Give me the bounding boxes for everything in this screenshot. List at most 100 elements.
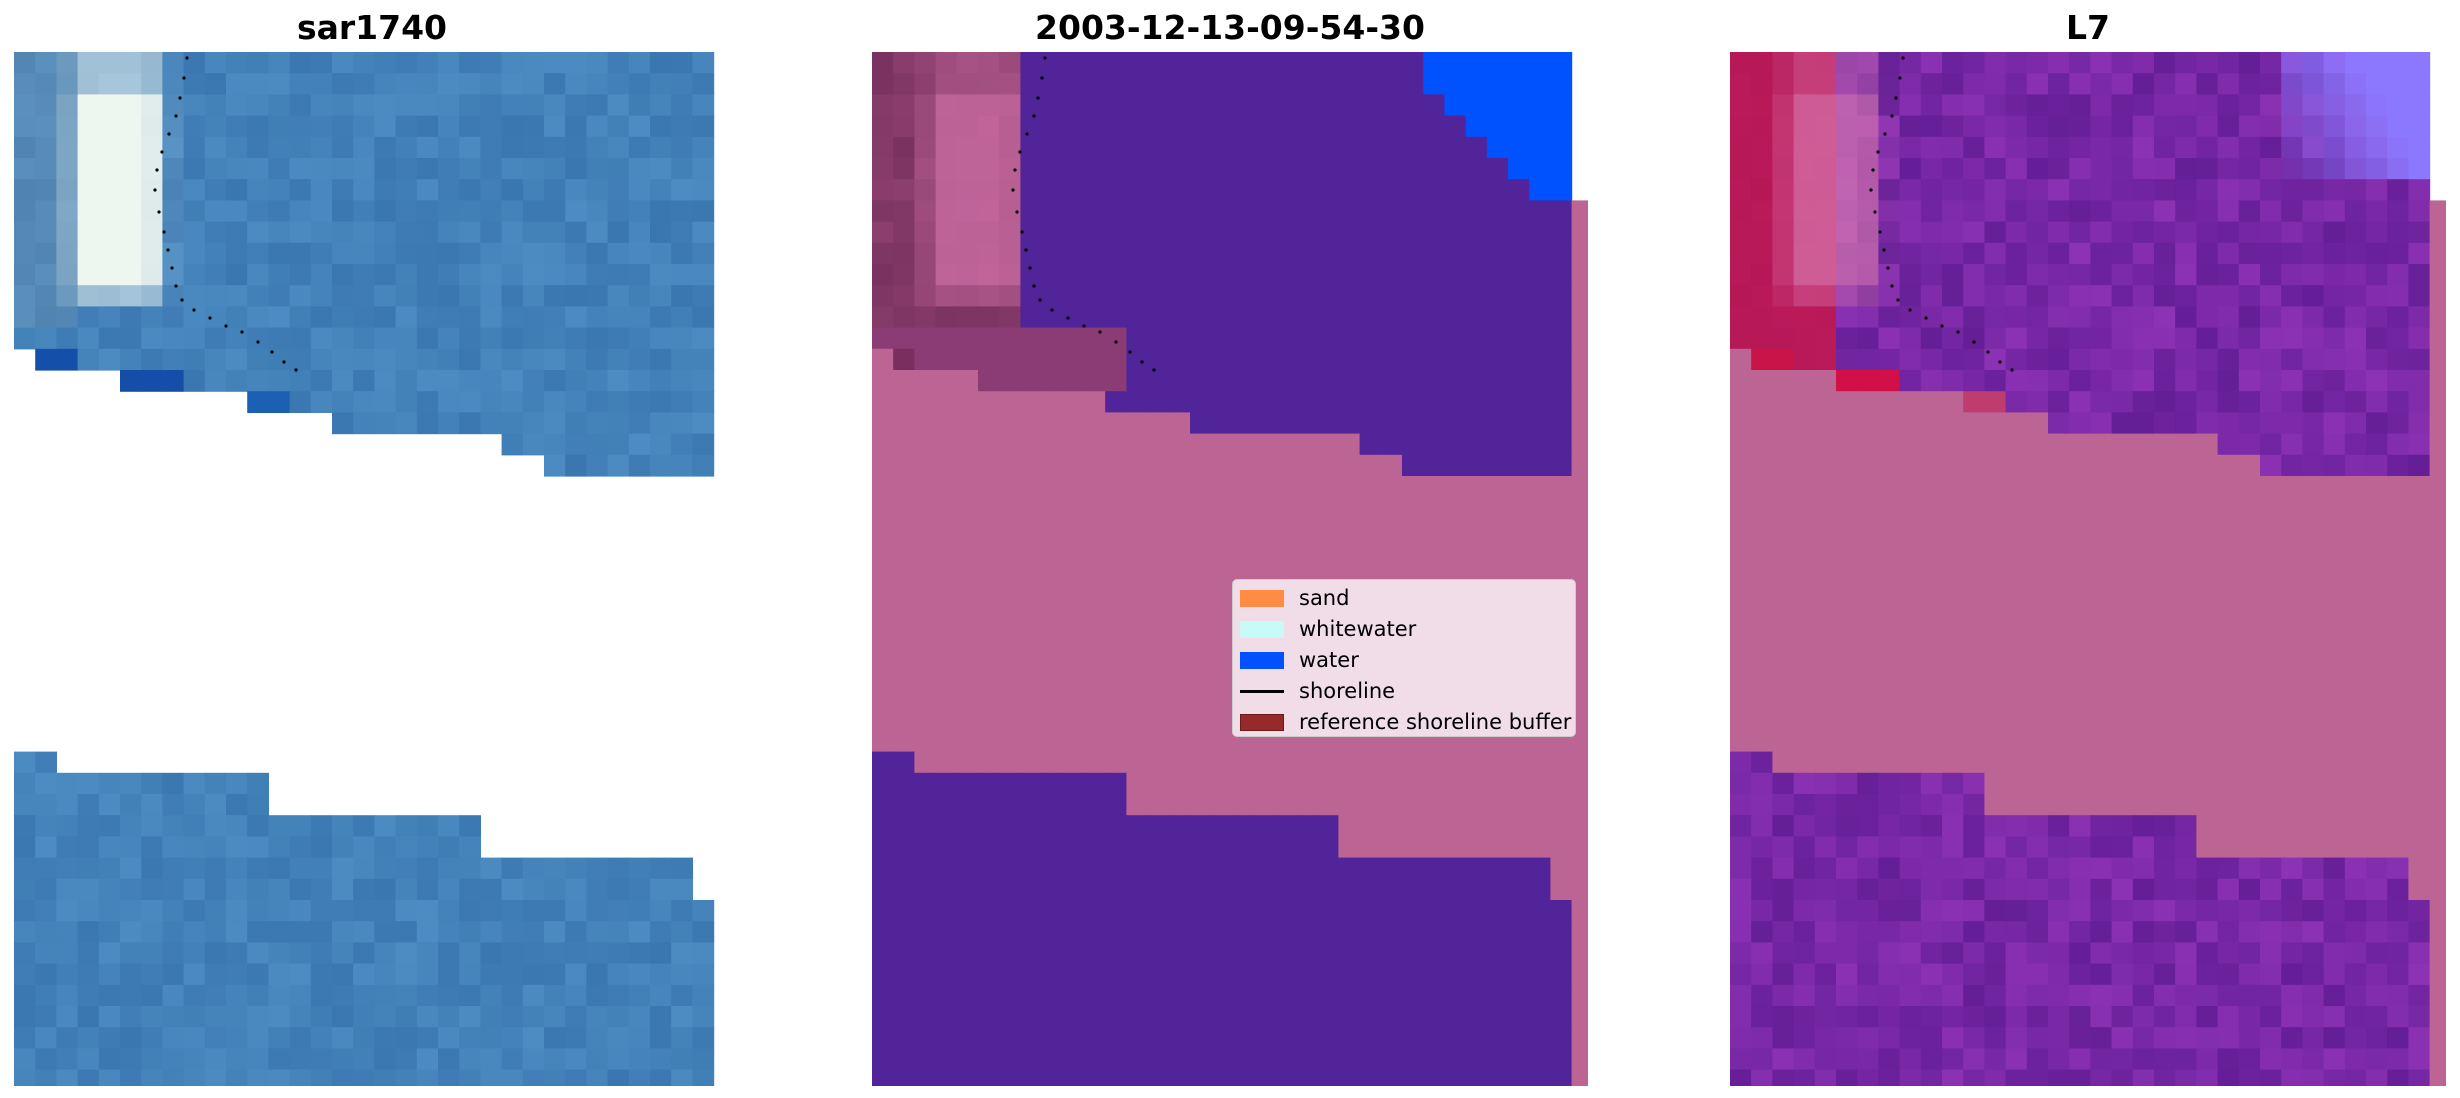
rgb-pixel	[310, 963, 333, 986]
class-pixel	[1253, 136, 1276, 159]
class-pixel	[1274, 94, 1297, 117]
nodata-pixel	[1465, 794, 1488, 816]
class-pixel	[1317, 1006, 1339, 1028]
rgb-pixel	[268, 136, 291, 159]
rgb-pixel	[77, 285, 100, 307]
class-pixel	[1423, 115, 1445, 138]
rgb-pixel	[522, 115, 545, 138]
nodata-pixel	[1338, 751, 1361, 774]
nodata-pixel	[1793, 497, 1816, 519]
index-pixel	[2387, 306, 2409, 329]
index-pixel	[1772, 1027, 1795, 1049]
class-pixel	[956, 52, 979, 74]
class-pixel	[1465, 264, 1488, 286]
index-pixel	[2175, 1006, 2197, 1028]
class-pixel	[1338, 1048, 1361, 1071]
rgb-pixel	[628, 1006, 651, 1028]
rgb-pixel	[544, 1048, 566, 1071]
index-pixel	[2090, 327, 2113, 350]
nodata-pixel	[1232, 454, 1255, 477]
class-pixel	[978, 179, 1000, 201]
index-pixel	[2238, 327, 2261, 350]
index-pixel	[1963, 73, 1985, 95]
class-pixel	[1147, 115, 1170, 138]
rgb-pixel	[120, 900, 142, 922]
rgb-pixel	[544, 433, 566, 456]
class-pixel	[1296, 136, 1318, 159]
nodata-pixel	[1899, 582, 1922, 604]
nodata-pixel	[1105, 412, 1127, 435]
rgb-pixel	[120, 1027, 142, 1049]
nodata-pixel	[2217, 751, 2240, 774]
index-pixel	[1878, 136, 1901, 159]
nodata-pixel	[2154, 688, 2176, 710]
nodata-pixel	[1486, 518, 1509, 541]
nodata-pixel	[1963, 688, 1985, 710]
nodata-pixel	[1899, 709, 1922, 731]
class-pixel	[1550, 984, 1573, 1007]
index-pixel	[2260, 115, 2282, 138]
nodata-pixel	[893, 560, 915, 583]
nodata-pixel	[1359, 815, 1382, 837]
index-pixel	[2323, 1027, 2346, 1049]
index-pixel	[1751, 878, 1773, 901]
nodata-pixel	[999, 666, 1021, 689]
rgb-pixel	[607, 454, 630, 477]
class-pixel	[1105, 370, 1127, 392]
index-pixel	[2217, 221, 2240, 244]
nodata-pixel	[1836, 709, 1858, 731]
nodata-pixel	[956, 497, 979, 519]
class-pixel	[935, 1006, 958, 1028]
rgb-pixel	[565, 115, 587, 138]
nodata-pixel	[2260, 624, 2282, 647]
rgb-pixel	[120, 984, 142, 1007]
index-pixel	[2111, 921, 2134, 943]
rgb-pixel	[204, 52, 227, 74]
index-pixel	[1920, 900, 1943, 922]
rgb-pixel	[289, 179, 312, 201]
rgb-pixel	[183, 1069, 206, 1086]
rgb-pixel	[565, 391, 587, 413]
nodata-pixel	[2175, 730, 2197, 753]
rgb-pixel	[310, 94, 333, 117]
nodata-pixel	[2090, 709, 2113, 731]
class-pixel	[914, 794, 937, 816]
class-pixel	[1423, 1027, 1445, 1049]
nodata-pixel	[1168, 433, 1191, 456]
class-pixel	[1126, 242, 1149, 265]
class-pixel	[1190, 391, 1212, 413]
nodata-pixel	[1168, 688, 1191, 710]
index-pixel	[2069, 1006, 2091, 1028]
rgb-pixel	[480, 52, 503, 74]
class-pixel	[1423, 242, 1445, 265]
index-pixel	[1984, 264, 2007, 286]
index-pixel	[2048, 348, 2070, 371]
index-pixel	[1984, 391, 2007, 413]
class-pixel	[893, 942, 915, 965]
class-pixel	[1338, 878, 1361, 901]
class-pixel	[1147, 1006, 1170, 1028]
index-pixel	[1793, 921, 1816, 943]
nodata-pixel	[2111, 539, 2134, 562]
class-pixel	[1423, 136, 1445, 159]
rgb-pixel	[374, 264, 397, 286]
class-pixel	[1465, 942, 1488, 965]
rgb-pixel	[501, 433, 524, 456]
nodata-pixel	[935, 666, 958, 689]
rgb-pixel	[332, 73, 354, 95]
rgb-pixel	[501, 200, 524, 223]
class-pixel	[1529, 73, 1551, 95]
rgb-pixel	[120, 1048, 142, 1071]
class-pixel	[1020, 306, 1043, 329]
class-pixel	[1274, 942, 1297, 965]
rgb-pixel	[628, 370, 651, 392]
rgb-pixel	[501, 306, 524, 329]
rgb-pixel	[98, 179, 121, 201]
index-pixel	[1963, 52, 1985, 74]
nodata-pixel	[2005, 476, 2028, 498]
nodata-pixel	[978, 582, 1000, 604]
rgb-pixel	[501, 221, 524, 244]
rgb-pixel	[416, 1006, 439, 1028]
rgb-pixel	[14, 264, 36, 286]
index-pixel	[2281, 285, 2303, 307]
